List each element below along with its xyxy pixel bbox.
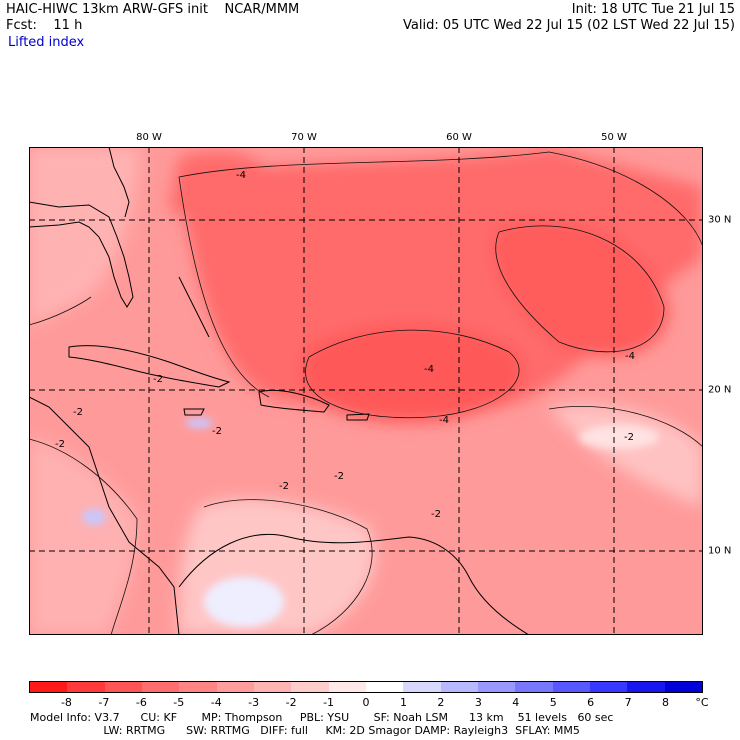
valid-time: Valid: 05 UTC Wed 22 Jul 15 (02 LST Wed …: [403, 18, 735, 33]
colorbar-tick-label: 4: [512, 696, 520, 709]
model-info-line-2: LW: RRTMG SW: RRTMG DIFF: full KM: 2D Sm…: [30, 724, 580, 737]
contour-line-1: [178, 151, 703, 248]
forecast-hour: Fcst: 11 h: [6, 18, 83, 33]
field-stable-ca: [82, 509, 106, 525]
lat-label-20n: 20 N: [708, 384, 732, 396]
lat-label-30n: 30 N: [708, 214, 732, 226]
south-america-coast: [178, 533, 530, 635]
colorbar-tick-label: -2: [285, 696, 297, 709]
contour-line-5: [548, 406, 703, 448]
contour-label: -2: [212, 426, 222, 437]
field-name: Lifted index: [8, 35, 85, 50]
colorbar-swatch: [515, 682, 553, 692]
colorbar-tick-label: 0: [362, 696, 370, 709]
contour-label: -4: [236, 170, 246, 181]
colorbar-swatch: [179, 682, 217, 692]
colorbar-tick-label: 7: [624, 696, 632, 709]
colorbar-swatch: [440, 682, 478, 692]
colorbar-tick-label: 2: [437, 696, 445, 709]
florida-coast: [29, 201, 134, 308]
colorbar-swatch: [216, 682, 254, 692]
model-info-line-1: Model Info: V3.7 CU: KF MP: Thompson PBL…: [30, 711, 614, 724]
colorbar: [29, 681, 703, 693]
central-america-coast: [29, 396, 180, 635]
colorbar-swatch: [627, 682, 665, 692]
colorbar-swatch: [104, 682, 142, 692]
colorbar-swatch: [141, 682, 180, 692]
field-light-nw: [29, 147, 139, 327]
field-core-nw: [169, 151, 269, 222]
contour-line-3: [305, 329, 520, 419]
contour-line-4: [495, 225, 665, 353]
contour-label: -2: [431, 509, 441, 520]
field-stable-cuba: [185, 418, 213, 428]
puerto-rico-coast: [346, 413, 370, 421]
colorbar-tick-label: -6: [135, 696, 147, 709]
colorbar-tick-label: -8: [60, 696, 72, 709]
lon-label-50w: 50 W: [601, 132, 627, 143]
colorbar-tick-label: -5: [173, 696, 185, 709]
contour-label: -2: [279, 481, 289, 492]
contour-line-2: [178, 176, 270, 398]
contours: [29, 151, 703, 635]
coastlines: [29, 147, 530, 635]
lifted-index-map: -4 -2 -2 -2 -2 -2 -4 -4 -2 -2 -2 -4: [29, 147, 703, 635]
colorbar-swatch: [664, 682, 702, 692]
colorbar-tick-label: 1: [399, 696, 407, 709]
colorbar-tick-label: 8: [662, 696, 670, 709]
contour-label: -2: [624, 432, 634, 443]
colorbar-swatch: [477, 682, 516, 692]
contour-label: -4: [439, 415, 449, 426]
model-title: HAIC-HIWC 13km ARW-GFS init NCAR/MMM: [6, 2, 300, 17]
colorbar-swatch: [589, 682, 628, 692]
colorbar-swatch: [67, 682, 105, 692]
colorbar-swatch: [552, 682, 590, 692]
contour-label: -4: [625, 351, 635, 362]
bahamas-coast: [178, 276, 210, 338]
contour-label: -2: [55, 439, 65, 450]
lon-label-60w: 60 W: [446, 132, 472, 143]
field-core-east: [493, 220, 669, 357]
colorbar-tick-label: 5: [549, 696, 557, 709]
lon-label-80w: 80 W: [136, 132, 162, 143]
lat-label-10n: 10 N: [708, 545, 732, 557]
colorbar-tick-label: -4: [210, 696, 222, 709]
hispaniola-coast: [258, 389, 330, 413]
cuba-coast: [68, 345, 231, 388]
colorbar-swatch: [328, 682, 366, 692]
lon-label-70w: 70 W: [291, 132, 317, 143]
us-east-coast: [108, 147, 130, 218]
init-time: Init: 18 UTC Tue 21 Jul 15: [571, 2, 735, 17]
contour-label: -2: [334, 471, 344, 482]
jamaica-coast: [183, 408, 205, 416]
graticule: [29, 147, 703, 635]
contour-line-6: [203, 499, 373, 635]
colorbar-tick-label: -1: [323, 696, 335, 709]
contour-line-7: [29, 438, 138, 635]
colorbar-swatch: [403, 682, 441, 692]
colorbar-tick-label: 6: [587, 696, 595, 709]
contour-label: -2: [73, 407, 83, 418]
map-frame: [29, 147, 703, 635]
colorbar-swatch: [30, 682, 68, 692]
contour-line-8: [29, 296, 92, 326]
colorbar-tick-label: -3: [248, 696, 260, 709]
field-stable-sa: [204, 577, 284, 627]
colorbar-swatch: [291, 682, 329, 692]
field-core-mid: [302, 324, 524, 423]
colorbar-swatch: [365, 682, 404, 692]
colorbar-tick-label: -7: [98, 696, 110, 709]
colorbar-unit: °C: [695, 696, 709, 709]
field-light-band: [579, 425, 659, 449]
contour-labels: -4 -2 -2 -2 -2 -2 -4 -4 -2 -2 -2 -4: [55, 170, 635, 520]
contour-label: -4: [424, 364, 434, 375]
contour-label: -2: [153, 374, 163, 385]
colorbar-swatch: [253, 682, 292, 692]
field-light-sw: [29, 437, 139, 635]
colorbar-tick-label: 3: [474, 696, 482, 709]
